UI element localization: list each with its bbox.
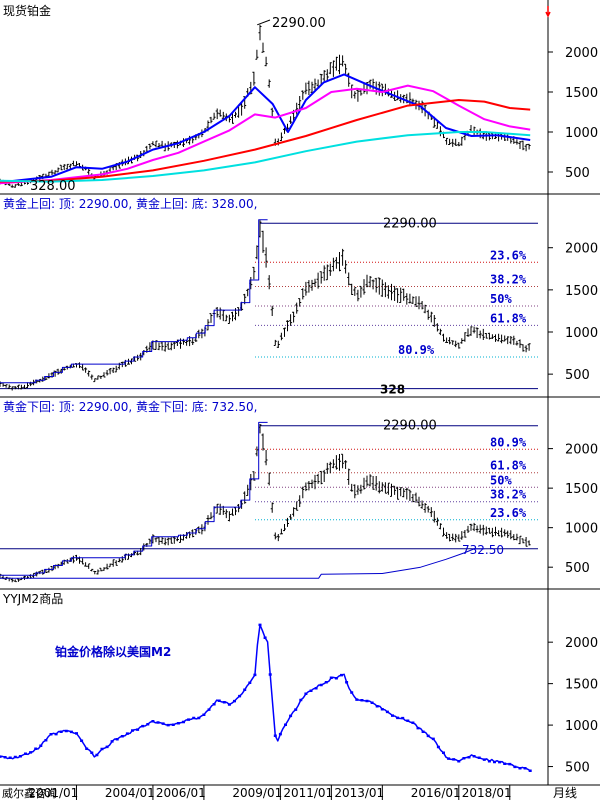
panel-annotation: 铂金价格除以美国M2: [55, 644, 171, 659]
upper-envelope: [0, 219, 268, 384]
fib-high-label: 2290.00: [383, 216, 437, 231]
panel-title: 黄金下回: 顶: 2290.00, 黄金下回: 底: 732.50,: [3, 399, 258, 414]
annotation-label: 2290.00: [272, 16, 326, 31]
fib-level-label: 50%: [490, 473, 512, 487]
x-tick-label: 2009/01: [232, 786, 282, 800]
x-axis-source-label: 威尔鑫咨询: [2, 786, 57, 800]
upper-envelope: [0, 421, 268, 576]
y-tick-label: 1500: [565, 678, 598, 693]
arrow-marker-icon: [545, 6, 551, 18]
moving-average-2: [0, 84, 531, 185]
x-tick-label: 2001/01: [28, 786, 78, 800]
y-tick-label: 1500: [565, 284, 598, 299]
chart-panel-1: 500 1000 1500 2000 现货铂金 2290.00 328.00: [0, 0, 600, 195]
x-tick-label: 2018/01: [462, 786, 512, 800]
price-bars: [0, 220, 531, 391]
fib-level-label: 23.6%: [490, 506, 527, 520]
price-bars: [0, 24, 531, 188]
panel-title: 现货铂金: [3, 3, 51, 18]
fib-level-label: 80.9%: [398, 343, 435, 357]
x-tick-label: 2013/01: [334, 786, 384, 800]
fib-level-label: 38.2%: [490, 488, 527, 502]
fib-level-label: 50%: [490, 292, 512, 306]
x-tick-label: 2004/01: [105, 786, 155, 800]
y-tick-label: 1500: [565, 86, 598, 101]
x-axis-period-label: 月线: [553, 786, 577, 800]
y-tick-label: 2000: [565, 242, 598, 257]
fib-level-label: 80.9%: [490, 435, 527, 449]
panel-title: YYJM2商品: [2, 591, 63, 606]
y-tick-label: 500: [565, 368, 590, 383]
chart-panel-3: 500 1000 1500 2000 黄金下回: 顶: 2290.00, 黄金下回: 底…: [0, 397, 600, 590]
fib-level-label: 38.2%: [490, 272, 527, 286]
fib-low-label: 328: [380, 383, 405, 397]
moving-average-1: [0, 73, 531, 184]
y-tick-label: 2000: [565, 636, 598, 651]
y-tick-label: 500: [565, 561, 590, 576]
price-bars: [0, 424, 531, 583]
annotation-leader: [257, 19, 271, 26]
x-tick-label: 2006/01: [156, 786, 206, 800]
lower-envelope: [0, 548, 485, 579]
fib-low-label: 732.50: [462, 543, 504, 557]
m2-ratio-markers: [0, 623, 532, 772]
y-tick-label: 2000: [565, 443, 598, 458]
y-tick-label: 1000: [565, 326, 598, 341]
moving-average-3: [0, 99, 531, 183]
y-tick-label: 1000: [565, 719, 598, 734]
fib-high-label: 2290.00: [383, 419, 437, 434]
y-tick-label: 2000: [565, 46, 598, 61]
y-tick-label: 1500: [565, 482, 598, 497]
y-tick-label: 1000: [565, 522, 598, 537]
panel-title: 黄金上回: 顶: 2290.00, 黄金上回: 底: 328.00,: [3, 196, 258, 211]
y-tick-label: 1000: [565, 126, 598, 141]
annotation-label: 328.00: [30, 179, 76, 194]
chart-panel-2: 500 1000 1500 2000 黄金上回: 顶: 2290.00, 黄金上回: 底…: [0, 194, 600, 398]
fib-level-label: 61.8%: [490, 311, 527, 325]
y-tick-label: 500: [565, 761, 590, 776]
x-tick-label: 2011/01: [283, 786, 333, 800]
x-tick-label: 2016/01: [411, 786, 461, 800]
fib-level-label: 23.6%: [490, 248, 527, 262]
y-tick-label: 500: [565, 166, 590, 181]
moving-average-4: [0, 131, 531, 183]
fib-level-label: 61.8%: [490, 459, 527, 473]
